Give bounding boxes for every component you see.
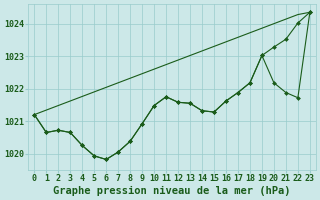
X-axis label: Graphe pression niveau de la mer (hPa): Graphe pression niveau de la mer (hPa) bbox=[53, 186, 291, 196]
